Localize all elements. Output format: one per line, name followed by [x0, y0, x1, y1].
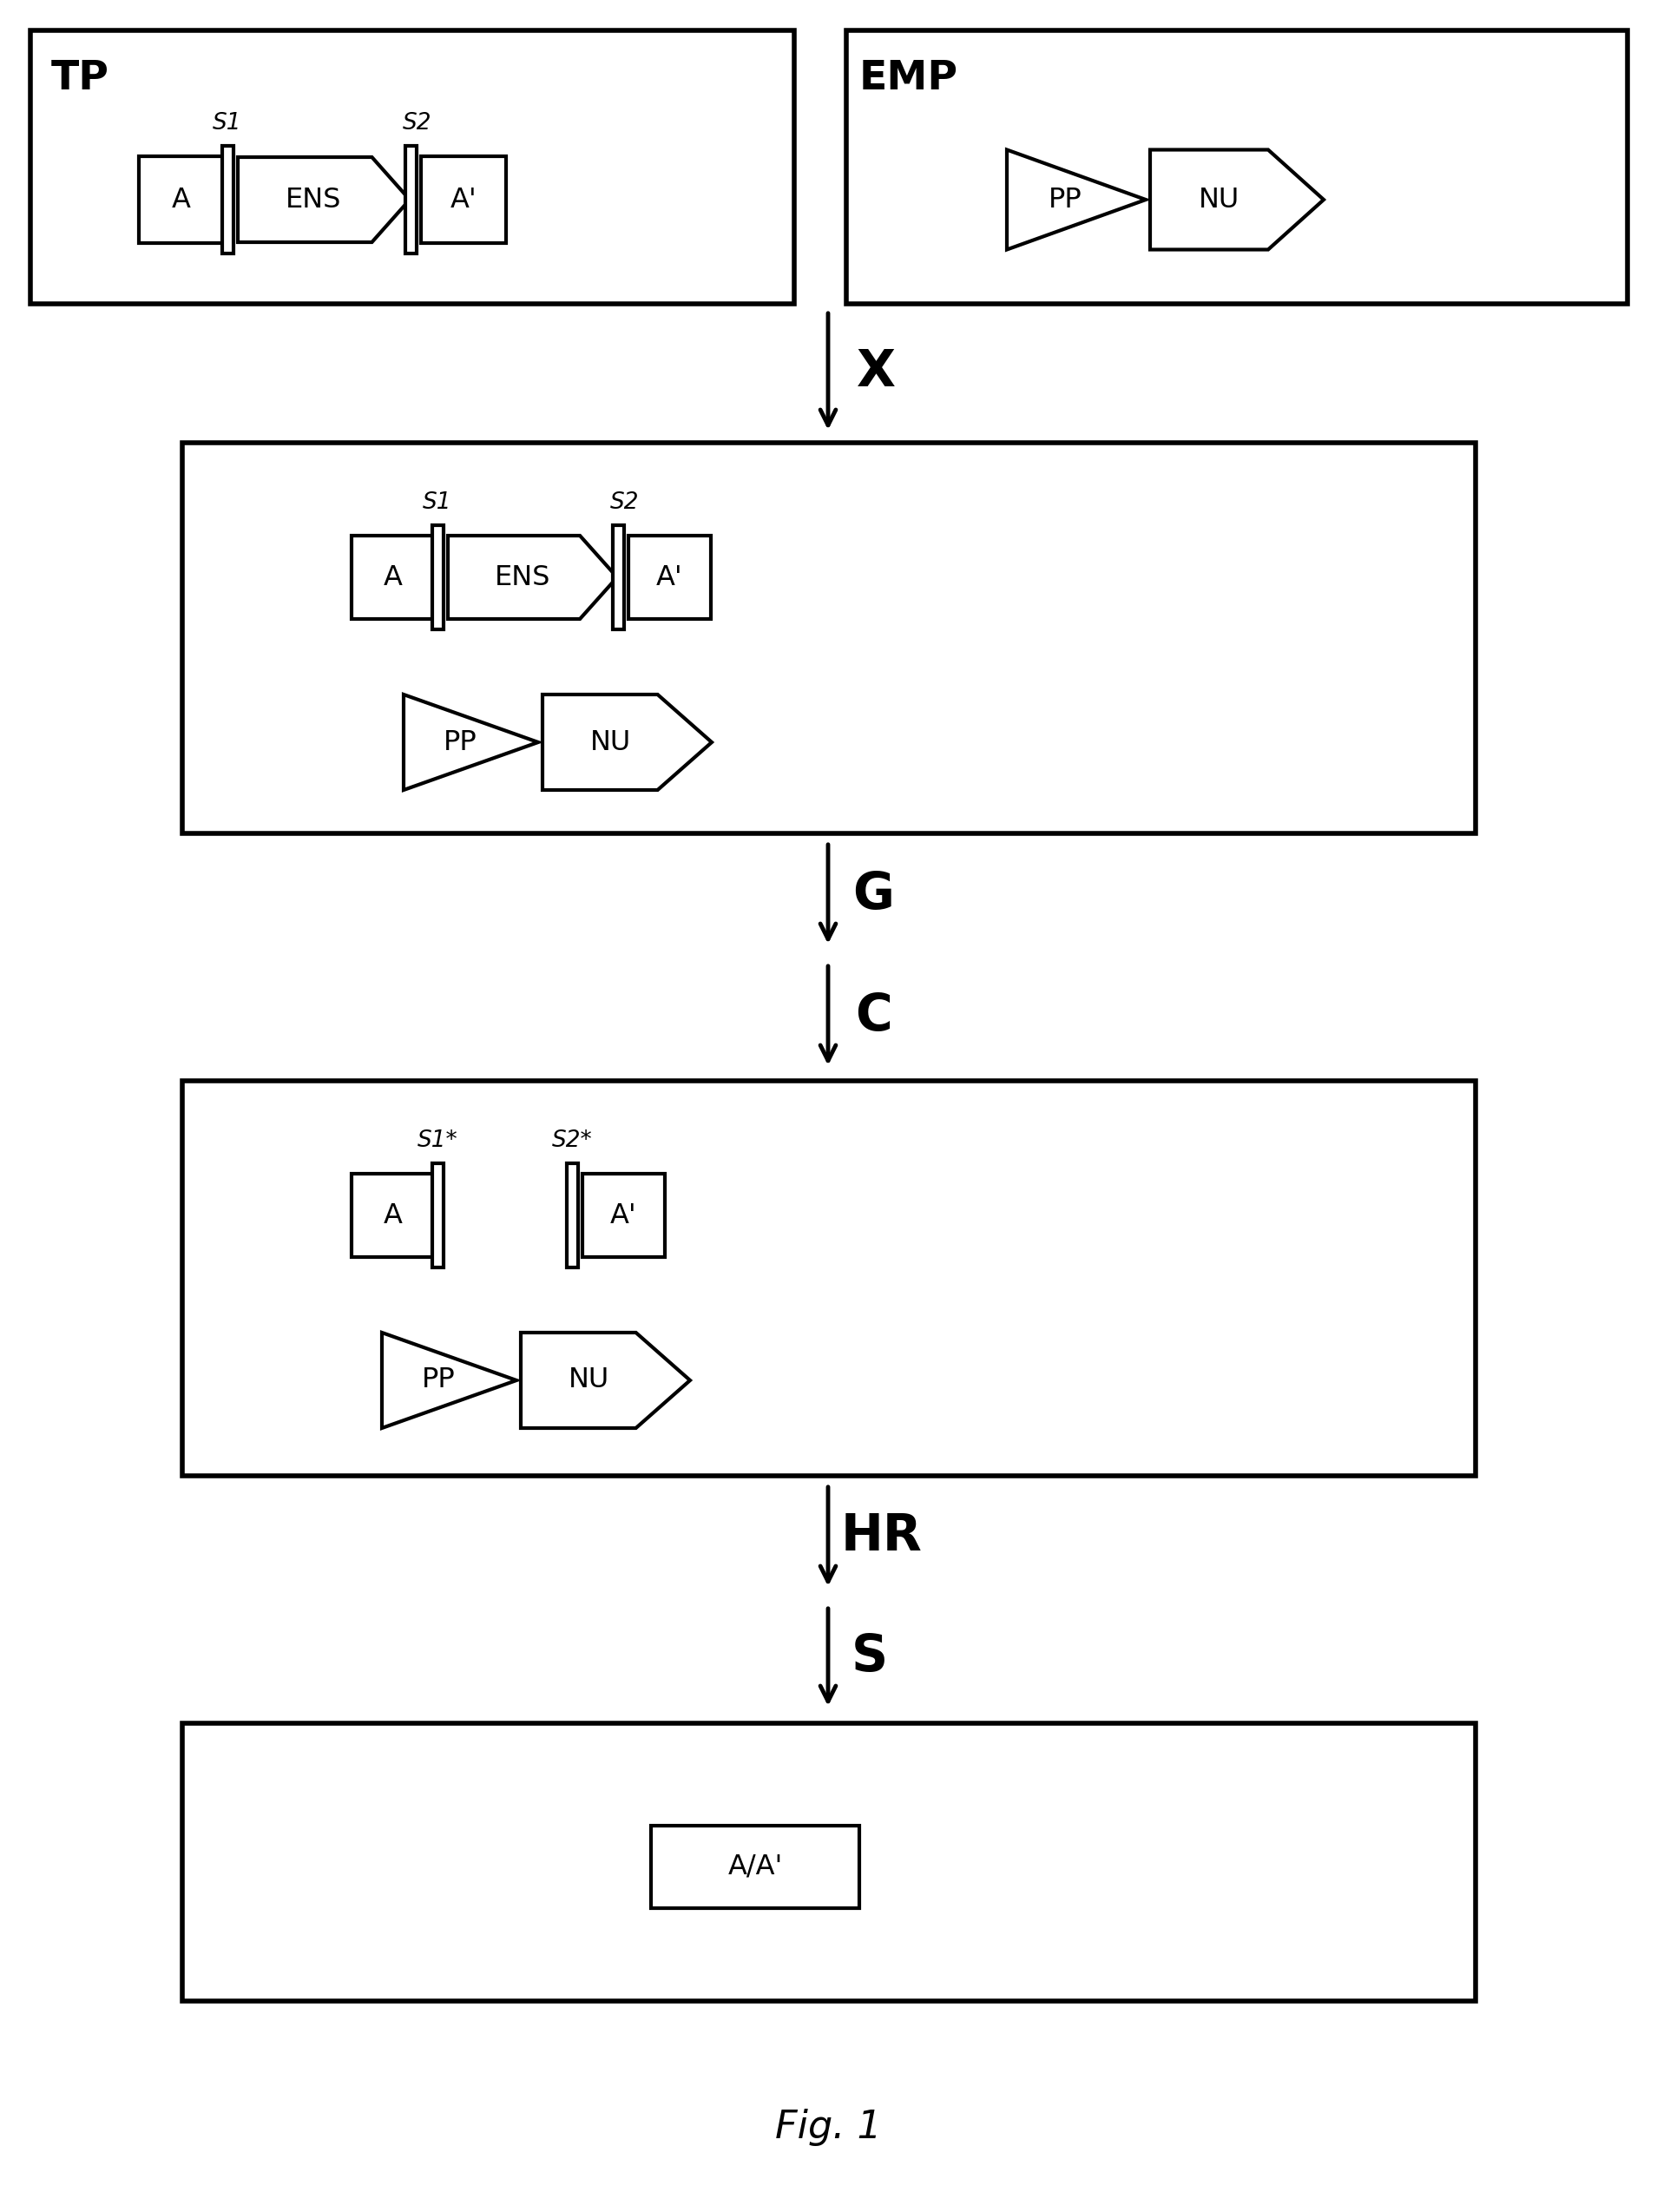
Text: EMP: EMP — [860, 58, 958, 97]
Bar — [421, 157, 505, 243]
Bar — [651, 1825, 860, 1907]
Text: NU: NU — [1200, 186, 1239, 212]
Text: A: A — [383, 564, 403, 591]
Bar — [182, 1723, 1476, 2002]
Polygon shape — [404, 695, 539, 790]
Bar — [404, 146, 416, 254]
Text: PP: PP — [444, 728, 477, 757]
Text: S1: S1 — [212, 113, 242, 135]
Bar — [432, 526, 442, 628]
Text: NU: NU — [590, 728, 631, 757]
Text: G: G — [852, 869, 895, 918]
Text: NU: NU — [568, 1367, 610, 1394]
Text: PP: PP — [421, 1367, 456, 1394]
Polygon shape — [447, 535, 616, 619]
Bar — [567, 1164, 578, 1267]
Bar — [847, 31, 1627, 303]
Text: ENS: ENS — [285, 186, 341, 212]
Text: S: S — [852, 1632, 888, 1681]
Polygon shape — [1007, 150, 1145, 250]
Bar — [30, 31, 794, 303]
Polygon shape — [520, 1332, 689, 1429]
Text: S2*: S2* — [552, 1130, 592, 1152]
Text: TP: TP — [51, 58, 109, 97]
Bar — [628, 535, 711, 619]
Text: A: A — [172, 186, 191, 212]
Text: S1: S1 — [423, 491, 452, 515]
Polygon shape — [381, 1332, 517, 1429]
Bar — [351, 1175, 434, 1256]
Polygon shape — [542, 695, 713, 790]
Text: A/A': A/A' — [727, 1854, 782, 1880]
Text: S1*: S1* — [418, 1130, 457, 1152]
Bar — [139, 157, 224, 243]
Text: S2: S2 — [403, 113, 432, 135]
Text: PP: PP — [1049, 186, 1082, 212]
Bar — [222, 146, 234, 254]
Bar — [432, 1164, 442, 1267]
Text: HR: HR — [842, 1511, 923, 1562]
Bar — [351, 535, 434, 619]
Text: X: X — [857, 347, 895, 396]
Bar — [182, 442, 1476, 834]
Bar — [182, 1082, 1476, 1475]
Text: Fig. 1: Fig. 1 — [775, 2108, 882, 2146]
Polygon shape — [239, 157, 409, 241]
Text: A': A' — [610, 1201, 636, 1230]
Text: A': A' — [656, 564, 683, 591]
Text: S2: S2 — [610, 491, 640, 515]
Text: A': A' — [451, 186, 477, 212]
Bar — [582, 1175, 664, 1256]
Text: A: A — [383, 1201, 403, 1230]
Bar — [613, 526, 623, 628]
Text: ENS: ENS — [494, 564, 550, 591]
Polygon shape — [1150, 150, 1324, 250]
Text: C: C — [855, 991, 891, 1040]
